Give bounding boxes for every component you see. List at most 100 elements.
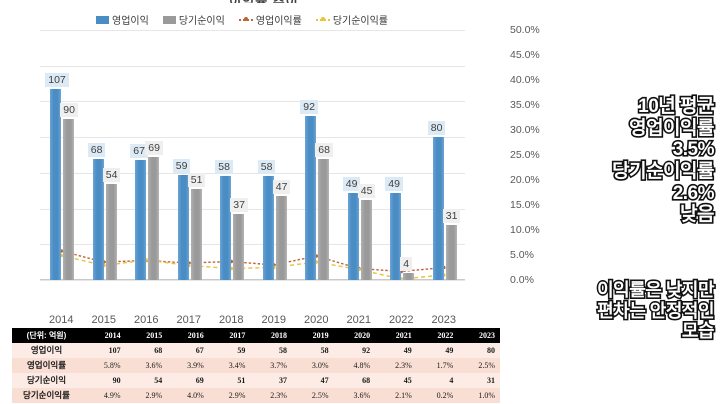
chart-title: 이익률 추이 (0, 0, 528, 3)
bar-operating-profit[interactable] (347, 192, 359, 280)
x-axis-tick: 2015 (91, 314, 116, 326)
legend-item-2[interactable]: 당기순이익 (162, 12, 225, 27)
table-row: 당기순이익 90 54 69 51 37 47 68 45 4 31 (12, 373, 500, 388)
annotation-top-line-2: 영업이익률 (627, 116, 716, 140)
bar-label-net-profit: 4 (400, 256, 413, 271)
annotation-bottom-line-2: 편차는 안정적인 (595, 299, 716, 322)
table-cell: 4.8% (333, 358, 376, 373)
table-cell: 92 (333, 343, 376, 358)
gridline (40, 280, 465, 281)
table-cell: 1.7% (416, 358, 459, 373)
table-cell: 2.3% (375, 358, 417, 373)
annotation-top-line-4: 당기순이익률 (611, 159, 717, 183)
table-cell: 49 (416, 343, 459, 358)
bar-operating-profit[interactable] (262, 176, 274, 280)
chart-legend: 영업이익 당기순이익 영업이익률 당기순이익률 (96, 12, 388, 27)
table-cell: 2.5% (458, 358, 500, 373)
gridline (40, 101, 465, 103)
table-row: 영업이익률 5.8% 3.6% 3.9% 3.4% 3.7% 3.0% 4.8% 2.3% 1.7… (12, 358, 500, 373)
table-cell: 2.9% (208, 388, 251, 403)
table-column-header: 2016 (167, 328, 209, 343)
table-cell: 4.9% (84, 388, 126, 403)
bar-group: 68 54 (87, 30, 121, 280)
bar-net-profit[interactable] (318, 158, 330, 280)
bar-operating-profit[interactable] (390, 192, 402, 280)
bar-label-operating-profit: 49 (385, 176, 403, 191)
y-axis-right-tick: 35.0% (510, 99, 540, 111)
bar-operating-profit[interactable] (92, 158, 104, 280)
bar-net-profit[interactable] (403, 272, 415, 280)
gridline (40, 65, 465, 67)
table-cell: 3.0% (291, 358, 334, 373)
table-cell: 51 (208, 373, 251, 388)
table-column-header: 2015 (125, 328, 168, 343)
table-head: (단위: 억원) 2014 2015 2016 2017 2018 2019 2020 202… (12, 328, 500, 343)
bar-net-profit[interactable] (105, 183, 117, 280)
legend-swatch-bar (96, 15, 109, 24)
legend-item-1[interactable]: 영업이익 (96, 12, 149, 27)
bar-operating-profit[interactable] (220, 176, 232, 280)
legend-swatch-line (238, 16, 253, 24)
y-axis-right-tick: 5.0% (510, 249, 534, 261)
bar-operating-profit[interactable] (177, 174, 189, 280)
gridline (40, 137, 465, 139)
y-axis-right-tick: 45.0% (510, 49, 540, 61)
bar-net-profit[interactable] (148, 156, 160, 280)
legend-label: 영업이익 (112, 16, 149, 27)
bar-net-profit[interactable] (445, 224, 457, 280)
bar-label-net-profit: 51 (187, 172, 206, 187)
bar-group: 80 31 (427, 30, 461, 280)
bar-group: 49 45 (342, 30, 376, 280)
x-axis-tick: 2021 (346, 314, 371, 326)
bar-group: 92 68 (300, 30, 333, 280)
bar-operating-profit[interactable] (432, 137, 444, 280)
legend-item-4[interactable]: 당기순이익률 (315, 12, 388, 27)
table-row-label: 영업이익률 (12, 358, 84, 373)
bar-operating-profit[interactable] (135, 160, 147, 280)
x-axis-tick: 2022 (389, 314, 414, 326)
y-axis-right-tick: 30.0% (510, 124, 540, 136)
bar-group: 59 51 (172, 30, 206, 280)
annotation-bottom: 이익률은 낮지만 편차는 안정적인 모습 (516, 278, 720, 342)
table-cell: 47 (291, 373, 334, 388)
x-axis-tick: 2016 (134, 314, 159, 326)
x-axis-tick: 2018 (219, 314, 244, 326)
x-axis-tick: 2014 (49, 314, 74, 326)
bar-group: 107 90 (45, 30, 78, 280)
table-cell: 54 (125, 373, 168, 388)
table-column-header: 2018 (250, 328, 292, 343)
bar-net-profit[interactable] (63, 119, 75, 280)
annotation-bottom-line-3: 모습 (680, 319, 716, 342)
annotation-top: 10년 평균 영업이익률 3.5% 당기순이익률 2.6% 낮음 (516, 94, 720, 226)
bar-net-profit[interactable] (190, 188, 202, 280)
legend-label: 영업이익률 (255, 16, 302, 27)
table-cell: 37 (250, 373, 292, 388)
y-axis-right-tick: 25.0% (510, 149, 540, 161)
table-header-row: (단위: 억원) 2014 2015 2016 2017 2018 2019 2020 202… (12, 328, 500, 343)
bar-net-profit[interactable] (233, 213, 245, 280)
bar-operating-profit[interactable] (305, 115, 317, 280)
bar-net-profit[interactable] (275, 196, 287, 280)
bar-group: 49 4 (385, 30, 415, 280)
table-cell: 2.3% (250, 388, 292, 403)
x-axis-line (40, 279, 465, 280)
table-column-header: 2017 (208, 328, 251, 343)
table-cell: 67 (167, 343, 209, 358)
y-axis-right-tick: 15.0% (510, 199, 540, 211)
table-cell: 107 (84, 343, 126, 358)
x-axis-tick: 2020 (304, 314, 329, 326)
x-axis-tick: 2019 (261, 314, 286, 326)
table-cell: 4 (416, 373, 459, 388)
table-column-header: 2022 (416, 328, 459, 343)
table-corner-label: (단위: 억원) (12, 328, 84, 343)
bar-operating-profit[interactable] (50, 88, 62, 280)
table-cell: 49 (375, 343, 417, 358)
bar-label-operating-profit: 67 (130, 144, 148, 159)
table-cell: 90 (84, 373, 126, 388)
legend-item-3[interactable]: 영업이익률 (238, 12, 302, 27)
bar-net-profit[interactable] (360, 199, 372, 280)
table-cell: 3.6% (333, 388, 376, 403)
bar-label-net-profit: 69 (145, 140, 163, 155)
annotation-top-line-1: 10년 평균 (637, 94, 717, 118)
bar-label-operating-profit: 80 (427, 121, 446, 136)
